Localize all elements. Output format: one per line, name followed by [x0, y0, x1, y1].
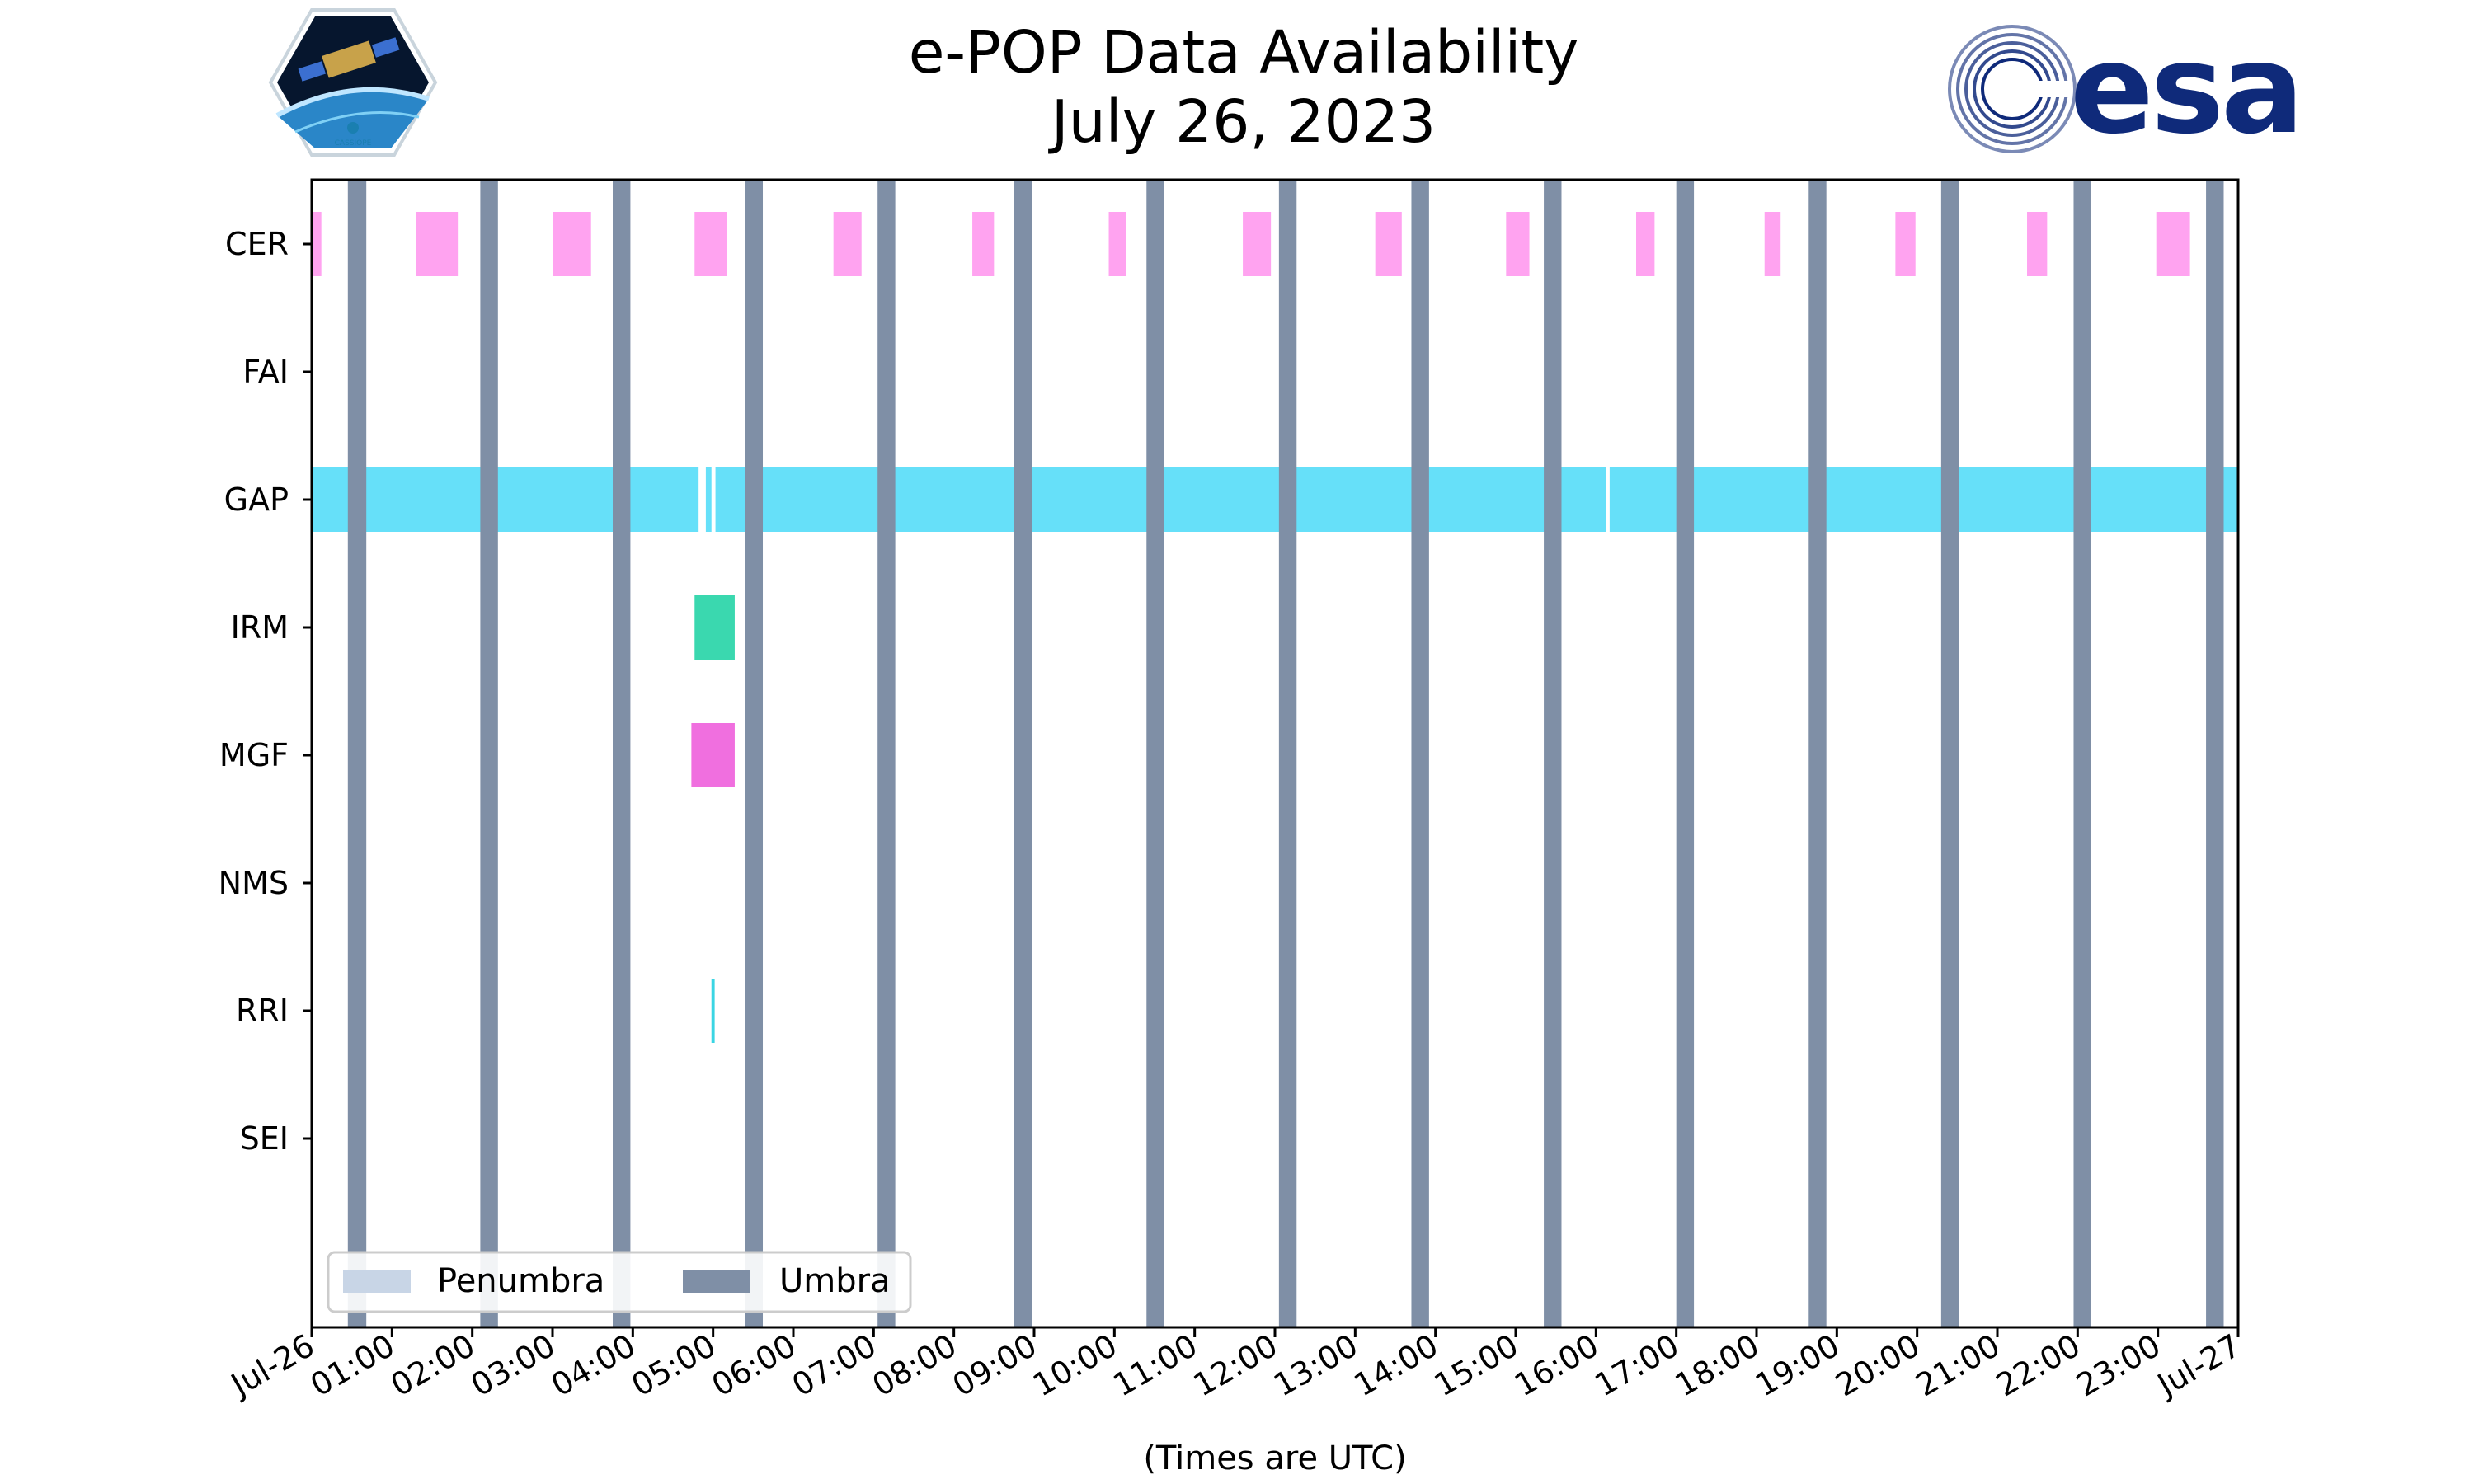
- umbra-band-11: [1808, 180, 1827, 1327]
- legend-umbra-swatch: [683, 1270, 750, 1293]
- bar-cer-1: [416, 212, 459, 276]
- x-tick-label-20: 20:00: [1829, 1327, 1926, 1404]
- umbra-band-12: [1940, 180, 1959, 1327]
- bar-cer-13: [2027, 212, 2048, 276]
- esa-logo: esa: [1948, 18, 2304, 162]
- legend-box: [327, 1251, 912, 1313]
- x-tick-label-6: 06:00: [706, 1327, 802, 1404]
- x-tick-label-13: 13:00: [1268, 1327, 1364, 1404]
- x-tick-label-3: 03:00: [465, 1327, 562, 1404]
- umbra-band-3: [745, 180, 764, 1327]
- x-tick-label-14: 14:00: [1348, 1327, 1444, 1404]
- legend: Penumbra Umbra: [327, 1251, 912, 1313]
- bar-irm-0: [694, 595, 735, 660]
- x-tick-label-21: 21:00: [1910, 1327, 2006, 1404]
- y-tick-label-sei: SEI: [240, 1120, 289, 1157]
- eclipse-bands: [347, 180, 2224, 1327]
- umbra-band-6: [1146, 180, 1164, 1327]
- y-tick-label-gap: GAP: [224, 481, 289, 518]
- bar-gap-3: [1609, 467, 2238, 532]
- bar-cer-8: [1375, 212, 1402, 276]
- cassiope-logo-text: CASSIOPE: [335, 139, 372, 148]
- legend-umbra-label: Umbra: [779, 1262, 891, 1300]
- x-tick-label-15: 15:00: [1428, 1327, 1525, 1404]
- x-tick-label-18: 18:00: [1669, 1327, 1766, 1404]
- bar-gap-1: [705, 467, 712, 532]
- x-tick-label-9: 09:00: [947, 1327, 1043, 1404]
- umbra-band-0: [347, 180, 367, 1327]
- x-tick-label-12: 12:00: [1188, 1327, 1284, 1404]
- umbra-band-5: [1014, 180, 1032, 1327]
- bar-mgf-0: [691, 723, 735, 787]
- y-tick-label-mgf: MGF: [219, 737, 289, 773]
- legend-penumbra-label: Penumbra: [437, 1262, 604, 1300]
- chart-subtitle: July 26, 2023: [1048, 87, 1436, 156]
- x-tick-label-23: 23:00: [2070, 1327, 2166, 1404]
- bar-cer-6: [1108, 212, 1126, 276]
- x-axis: Jul-2601:0002:0003:0004:0005:0006:0007:0…: [223, 1327, 2246, 1404]
- esa-logo-text: esa: [2070, 18, 2301, 162]
- y-axis: CER FAI GAP IRM MGF NMS RRI SEI: [219, 226, 312, 1157]
- y-tick-label-cer: CER: [225, 226, 289, 262]
- bar-cer-4: [833, 212, 862, 276]
- bar-cer-7: [1243, 212, 1272, 276]
- cassiope-logo: CASSIOPE: [268, 8, 438, 157]
- bar-cer-9: [1506, 212, 1530, 276]
- umbra-band-14: [2206, 180, 2224, 1327]
- bar-cer-14: [2156, 212, 2190, 276]
- x-tick-label-8: 08:00: [866, 1327, 962, 1404]
- bar-cer-0: [312, 212, 322, 276]
- x-tick-label-10: 10:00: [1027, 1327, 1123, 1404]
- bar-cer-11: [1764, 212, 1781, 276]
- x-tick-label-1: 01:00: [304, 1327, 401, 1404]
- umbra-band-7: [1278, 180, 1297, 1327]
- y-tick-label-fai: FAI: [242, 354, 289, 390]
- x-tick-label-5: 05:00: [625, 1327, 722, 1404]
- bar-cer-3: [694, 212, 727, 276]
- bar-cer-10: [1636, 212, 1655, 276]
- y-tick-label-rri: RRI: [236, 993, 289, 1029]
- umbra-band-10: [1676, 180, 1695, 1327]
- bar-cer-12: [1895, 212, 1916, 276]
- chart-title: e-POP Data Availability: [909, 18, 1578, 87]
- x-tick-label-24: Jul-27: [2150, 1327, 2246, 1404]
- x-tick-label-19: 19:00: [1749, 1327, 1846, 1404]
- x-tick-label-2: 02:00: [384, 1327, 481, 1404]
- umbra-band-13: [2073, 180, 2091, 1327]
- umbra-band-4: [877, 180, 896, 1327]
- x-tick-label-0: Jul-26: [223, 1327, 320, 1404]
- umbra-band-2: [613, 180, 631, 1327]
- bar-cer-2: [553, 212, 591, 276]
- bar-cer-5: [972, 212, 995, 276]
- x-tick-label-22: 22:00: [1990, 1327, 2086, 1404]
- x-tick-label-17: 17:00: [1588, 1327, 1685, 1404]
- umbra-band-8: [1411, 180, 1429, 1327]
- umbra-band-9: [1544, 180, 1562, 1327]
- y-tick-label-irm: IRM: [231, 609, 289, 646]
- legend-penumbra-swatch: [343, 1270, 411, 1293]
- y-tick-label-nms: NMS: [219, 865, 289, 901]
- x-axis-label: (Times are UTC): [1143, 1439, 1406, 1477]
- bar-gap-0: [312, 467, 699, 532]
- umbra-band-1: [480, 180, 498, 1327]
- x-tick-label-16: 16:00: [1508, 1327, 1605, 1404]
- x-tick-label-11: 11:00: [1107, 1327, 1203, 1404]
- x-tick-label-7: 07:00: [786, 1327, 882, 1404]
- bar-rri-0: [711, 979, 715, 1043]
- x-tick-label-4: 04:00: [545, 1327, 642, 1404]
